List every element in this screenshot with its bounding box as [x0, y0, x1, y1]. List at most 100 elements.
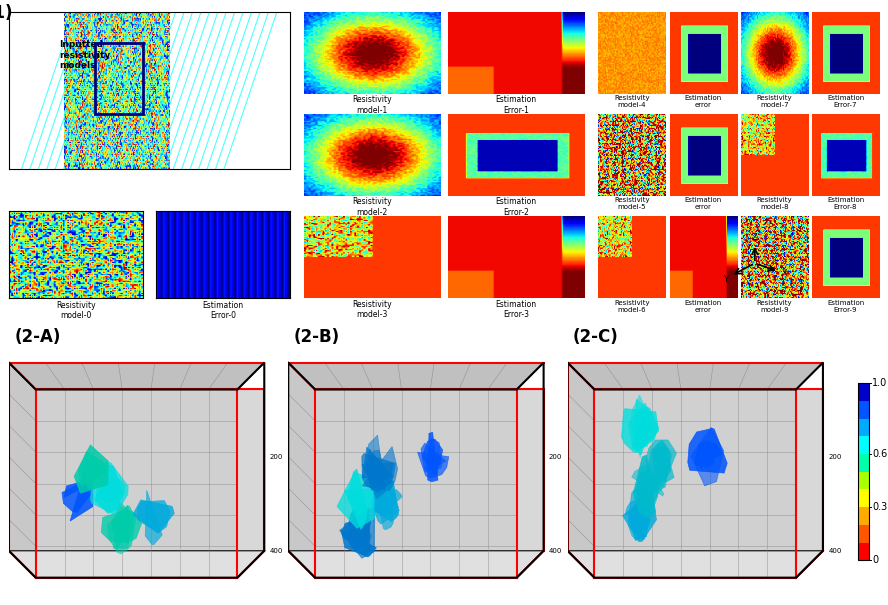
X-axis label: Resistivity
model-4: Resistivity model-4	[614, 95, 650, 108]
Polygon shape	[70, 472, 92, 521]
Polygon shape	[36, 390, 237, 578]
X-axis label: Estimation
Error-9: Estimation Error-9	[827, 299, 864, 313]
Polygon shape	[362, 447, 393, 492]
Polygon shape	[377, 472, 393, 530]
X-axis label: Estimation
error: Estimation error	[685, 299, 722, 313]
Polygon shape	[107, 506, 134, 551]
Bar	[858, 419, 869, 436]
X-axis label: Estimation
Error-3: Estimation Error-3	[496, 299, 536, 319]
Polygon shape	[349, 503, 370, 557]
Polygon shape	[345, 489, 374, 515]
Bar	[858, 507, 869, 525]
Polygon shape	[289, 362, 543, 390]
Polygon shape	[342, 520, 371, 544]
Polygon shape	[421, 443, 446, 472]
Polygon shape	[631, 465, 663, 496]
Polygon shape	[425, 439, 442, 469]
X-axis label: Resistivity
model-8: Resistivity model-8	[757, 197, 792, 211]
Polygon shape	[640, 472, 654, 501]
Polygon shape	[112, 505, 129, 543]
Polygon shape	[631, 395, 647, 457]
X-axis label: Estimation
Error-7: Estimation Error-7	[827, 95, 864, 108]
Polygon shape	[567, 362, 823, 390]
Polygon shape	[622, 408, 659, 453]
Text: 400: 400	[270, 548, 283, 554]
Polygon shape	[646, 440, 677, 491]
Text: 400: 400	[549, 548, 562, 554]
Polygon shape	[351, 515, 371, 543]
Polygon shape	[700, 449, 714, 467]
Polygon shape	[62, 482, 91, 512]
Text: 200: 200	[549, 454, 562, 460]
X-axis label: Resistivity
model-9: Resistivity model-9	[757, 299, 792, 313]
Polygon shape	[638, 474, 658, 495]
Text: 200: 200	[270, 454, 283, 460]
Polygon shape	[114, 501, 136, 548]
Polygon shape	[341, 529, 377, 557]
Polygon shape	[362, 446, 398, 491]
Polygon shape	[374, 489, 402, 514]
Polygon shape	[237, 390, 265, 578]
Polygon shape	[91, 463, 128, 515]
Polygon shape	[594, 390, 796, 578]
Polygon shape	[632, 407, 658, 447]
Polygon shape	[9, 362, 265, 390]
Text: (2-B): (2-B)	[294, 328, 340, 345]
Polygon shape	[635, 471, 660, 502]
Polygon shape	[373, 475, 400, 524]
Polygon shape	[337, 472, 375, 528]
Polygon shape	[361, 463, 393, 482]
Bar	[858, 525, 869, 543]
Polygon shape	[9, 551, 265, 578]
Polygon shape	[633, 455, 655, 518]
Bar	[858, 401, 869, 419]
Polygon shape	[654, 442, 670, 486]
X-axis label: Estimation
error: Estimation error	[685, 197, 722, 211]
Text: Y: Y	[723, 275, 728, 284]
Polygon shape	[694, 440, 721, 466]
Text: 0.6: 0.6	[872, 449, 887, 459]
X-axis label: Resistivity
model-5: Resistivity model-5	[614, 197, 650, 211]
Polygon shape	[96, 478, 125, 503]
Polygon shape	[79, 451, 105, 486]
Polygon shape	[146, 491, 163, 545]
Bar	[858, 383, 869, 401]
Bar	[858, 454, 869, 472]
Text: 0: 0	[872, 555, 878, 565]
X-axis label: Estimation
error: Estimation error	[685, 95, 722, 108]
Polygon shape	[428, 433, 438, 482]
Polygon shape	[517, 390, 543, 578]
Text: Z: Z	[752, 233, 757, 242]
Polygon shape	[626, 499, 652, 515]
Text: Inputted
resistivity
models: Inputted resistivity models	[59, 41, 111, 70]
Polygon shape	[289, 362, 315, 578]
Text: 1.0: 1.0	[872, 378, 887, 388]
Polygon shape	[567, 551, 823, 578]
Polygon shape	[691, 427, 724, 486]
Polygon shape	[423, 439, 443, 475]
X-axis label: Resistivity
model-3: Resistivity model-3	[352, 299, 392, 319]
Polygon shape	[138, 500, 170, 532]
Text: 400: 400	[829, 548, 842, 554]
X-axis label: Resistivity
model-6: Resistivity model-6	[614, 299, 650, 313]
Polygon shape	[365, 450, 386, 483]
Polygon shape	[348, 469, 367, 529]
Polygon shape	[635, 495, 651, 532]
Polygon shape	[567, 362, 594, 578]
Polygon shape	[622, 494, 656, 541]
X-axis label: Estimation
Error-0: Estimation Error-0	[202, 301, 243, 320]
Text: (2-C): (2-C)	[573, 328, 619, 345]
Bar	[858, 543, 869, 560]
Polygon shape	[417, 452, 448, 478]
Polygon shape	[361, 454, 395, 478]
X-axis label: Estimation
Error-2: Estimation Error-2	[496, 197, 536, 217]
Polygon shape	[369, 449, 387, 491]
Polygon shape	[339, 507, 375, 558]
Polygon shape	[95, 465, 123, 514]
Polygon shape	[646, 446, 674, 482]
Polygon shape	[371, 480, 399, 522]
Polygon shape	[796, 390, 823, 578]
Bar	[858, 472, 869, 489]
X-axis label: Resistivity
model-0: Resistivity model-0	[56, 301, 96, 320]
Bar	[858, 436, 869, 454]
